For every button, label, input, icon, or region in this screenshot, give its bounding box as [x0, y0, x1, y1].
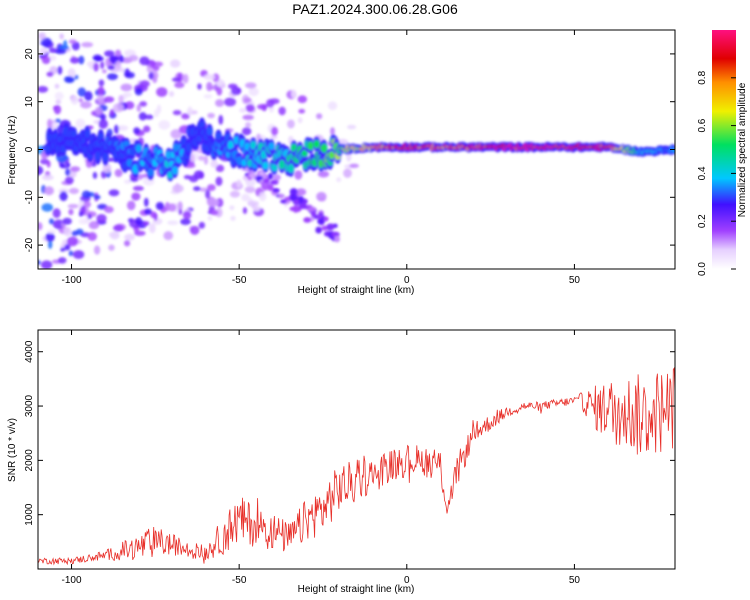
y-tick-label: -10 [24, 190, 35, 205]
x-tick-label: -100 [62, 575, 82, 586]
x-tick-label: 50 [569, 275, 581, 286]
y-tick-label: 4000 [24, 340, 35, 363]
x-tick-label: -50 [232, 575, 247, 586]
y-tick-label: 3000 [24, 394, 35, 417]
figure-title: PAZ1.2024.300.06.28.G06 [292, 1, 458, 17]
snr-x-label: Height of straight line (km) [298, 584, 415, 595]
spectrogram-ridge [44, 117, 675, 243]
colorbar-tick-label: 0.2 [697, 214, 708, 228]
snr-y-ticks: 1000 2000 3000 4000 [24, 340, 675, 526]
y-tick-label: 2000 [24, 449, 35, 472]
x-tick-label: 0 [404, 575, 410, 586]
spectrogram-image [38, 32, 675, 269]
snr-frame [37, 329, 676, 570]
y-tick-label: -20 [24, 237, 35, 252]
y-tick-label: 0 [24, 146, 35, 152]
colorbar-ticks: 0.0 0.2 0.4 0.6 0.8 [697, 70, 736, 276]
y-tick-label: 20 [24, 48, 35, 60]
snr-series-line [38, 367, 675, 566]
x-tick-label: -100 [62, 275, 82, 286]
snr-y-label: SNR (10 * v/v) [7, 418, 18, 482]
colorbar: 0.0 0.2 0.4 0.6 0.8 Normalized spectral ampl… [697, 30, 748, 276]
x-tick-label: 0 [404, 275, 410, 286]
snr-panel: -100 -50 0 50 1000 2000 3000 4000 Height of st… [7, 329, 676, 595]
colorbar-tick-label: 0.8 [697, 70, 708, 84]
y-tick-label: 1000 [24, 503, 35, 526]
spectrogram-x-ticks: -100 -50 0 50 [62, 30, 581, 286]
x-tick-label: -50 [232, 275, 247, 286]
colorbar-label: Normalized spectral amplitude [737, 82, 748, 217]
spectrogram-x-label: Height of straight line (km) [298, 285, 415, 296]
spectrogram-y-ticks: -20 -10 0 10 20 [24, 48, 675, 252]
y-tick-label: 10 [24, 96, 35, 108]
spectrogram-y-label: Frequency (Hz) [7, 116, 18, 185]
x-tick-label: 50 [569, 575, 581, 586]
colorbar-tick-label: 0.4 [697, 166, 708, 180]
colorbar-gradient [712, 30, 736, 269]
colorbar-tick-label: 0.0 [697, 262, 708, 276]
snr-x-ticks: -100 -50 0 50 [62, 330, 581, 586]
colorbar-tick-label: 0.6 [697, 118, 708, 132]
